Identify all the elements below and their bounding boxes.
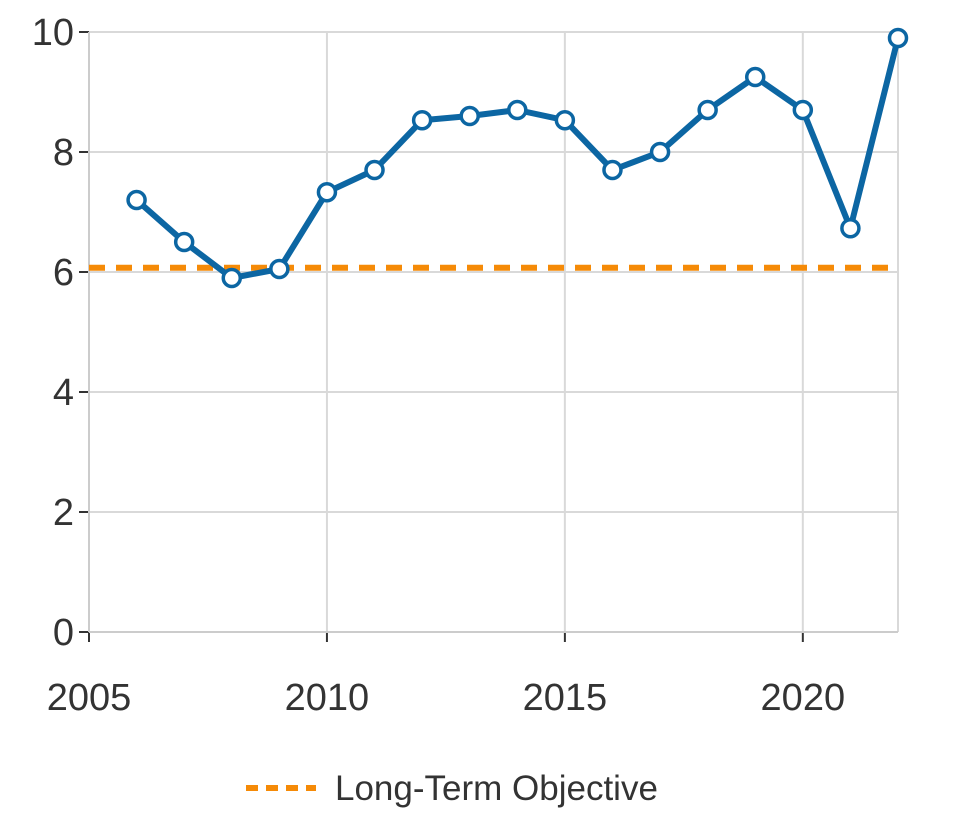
data-point (554, 109, 576, 131)
x-tick-label: 2020 (761, 677, 846, 719)
data-point (221, 267, 243, 289)
y-tick-label: 6 (53, 252, 74, 294)
data-point (697, 99, 718, 121)
data-point (316, 181, 338, 203)
y-tick-label: 4 (53, 372, 74, 414)
x-tick-label: 2005 (47, 677, 132, 719)
axes: 0 2 4 6 8 10 2005 2010 2015 2020 (32, 12, 898, 719)
x-tick-label: 2010 (285, 677, 370, 719)
data-point (887, 27, 909, 49)
data-point (792, 99, 814, 121)
data-point (126, 189, 147, 211)
y-tick-label: 10 (32, 12, 74, 54)
data-point (364, 159, 385, 181)
y-tick-label: 2 (53, 492, 74, 534)
grid-lines (89, 31, 899, 632)
legend: Long-Term Objective (246, 769, 658, 808)
data-point (507, 99, 528, 121)
data-point (173, 231, 195, 253)
data-point (411, 109, 433, 131)
data-point (459, 105, 480, 127)
data-point (602, 159, 623, 181)
data-point (269, 258, 290, 280)
x-tick-label: 2015 (523, 677, 608, 719)
data-point (840, 217, 861, 239)
data-point (649, 141, 671, 163)
y-tick-label: 0 (53, 612, 74, 654)
series-layer (126, 27, 909, 289)
y-tick-label: 8 (53, 132, 74, 174)
data-point (744, 66, 766, 88)
legend-label-long-term-objective: Long-Term Objective (335, 769, 658, 808)
series-line (133, 35, 901, 281)
